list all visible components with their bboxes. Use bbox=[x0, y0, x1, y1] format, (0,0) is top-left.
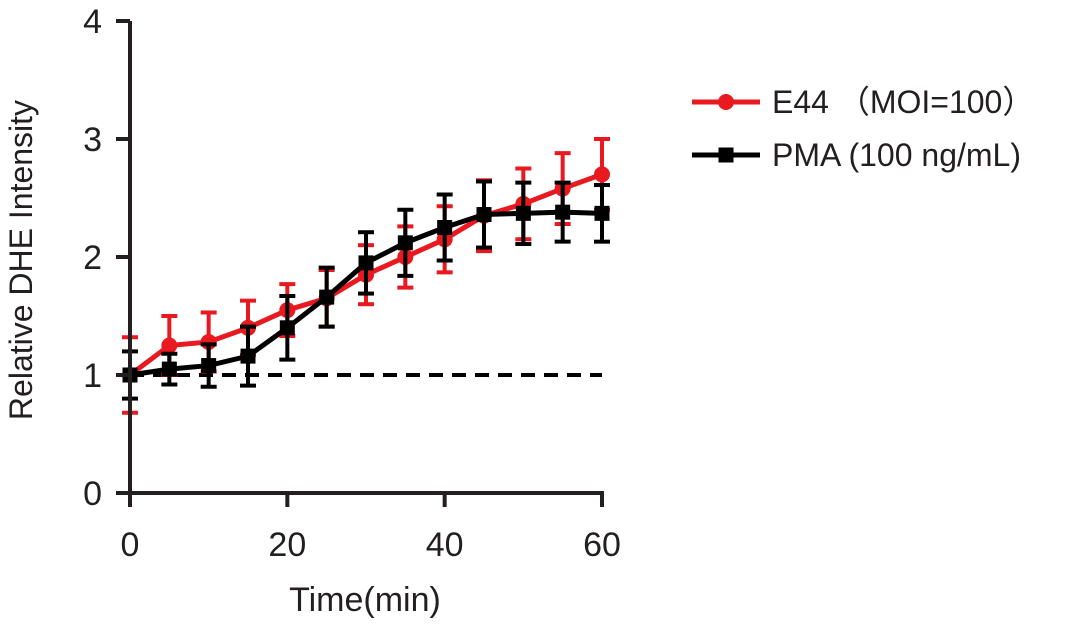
x-axis-label: Time(min) bbox=[289, 581, 441, 619]
data-point bbox=[358, 255, 374, 271]
y-tick-label: 4 bbox=[83, 3, 102, 41]
data-point bbox=[555, 204, 571, 220]
data-point bbox=[279, 320, 295, 336]
data-point bbox=[240, 348, 256, 364]
y-tick-label: 0 bbox=[83, 475, 102, 513]
y-axis-label: Relative DHE Intensity bbox=[3, 100, 39, 420]
data-point bbox=[594, 205, 610, 221]
data-point bbox=[437, 220, 453, 235]
y-tick-label: 3 bbox=[83, 121, 102, 159]
data-point bbox=[397, 235, 413, 251]
x-tick-label: 40 bbox=[426, 526, 464, 564]
legend-label: PMA (100 ng/mL) bbox=[772, 137, 1021, 173]
x-tick-label: 60 bbox=[583, 526, 621, 564]
data-point bbox=[161, 337, 178, 354]
data-point bbox=[161, 361, 177, 377]
legend: E44 （MOI=100） PMA (100 ng/mL) bbox=[692, 84, 1034, 173]
legend-item-2: PMA (100 ng/mL) bbox=[692, 137, 1021, 173]
data-point bbox=[319, 289, 335, 305]
data-point bbox=[594, 166, 610, 183]
data-point bbox=[515, 205, 531, 221]
data-point bbox=[476, 207, 492, 223]
legend-label: E44 （MOI=100） bbox=[772, 84, 1034, 120]
series-2 bbox=[122, 179, 610, 401]
legend-item-1: E44 （MOI=100） bbox=[692, 84, 1034, 120]
plot-area bbox=[122, 137, 610, 415]
legend-marker bbox=[718, 147, 734, 163]
y-tick-label: 2 bbox=[83, 239, 102, 277]
data-point bbox=[201, 358, 217, 374]
y-tick-label: 1 bbox=[83, 357, 102, 395]
x-tick-label: 0 bbox=[121, 526, 140, 564]
x-tick-label: 20 bbox=[268, 526, 306, 564]
legend-marker bbox=[718, 94, 734, 110]
